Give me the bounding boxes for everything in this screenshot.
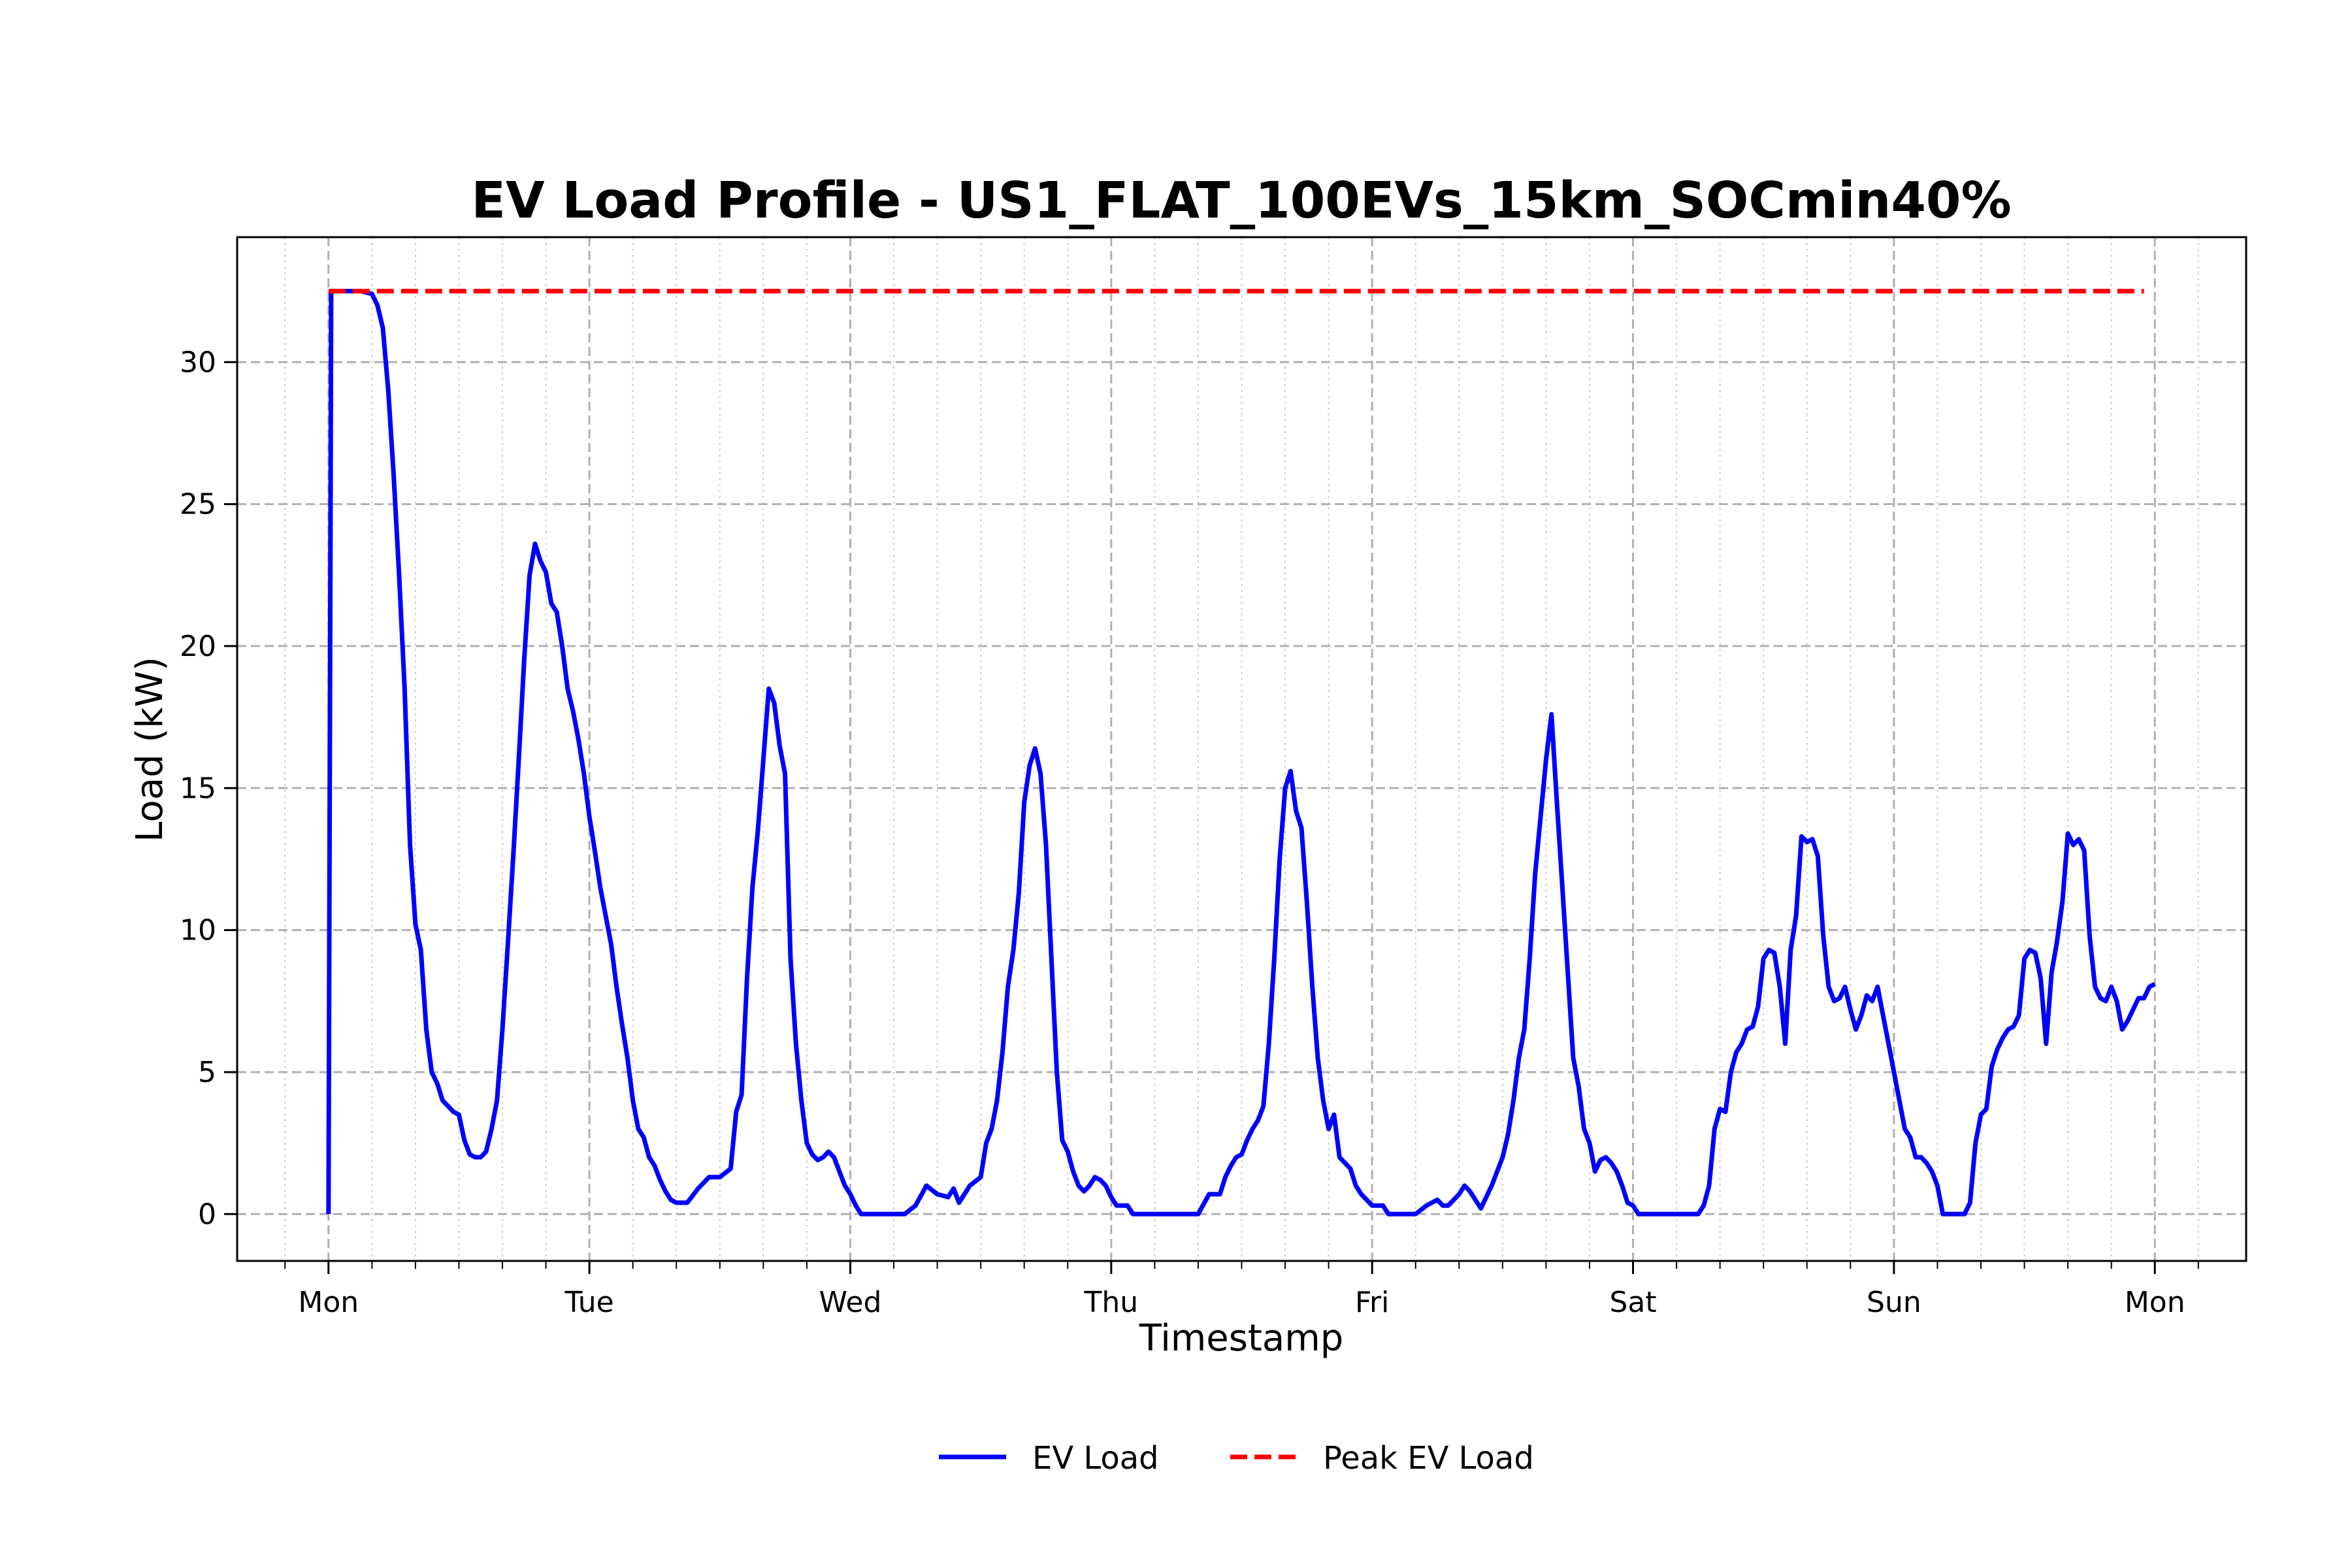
x-axis-label: Timestamp: [1139, 1317, 1344, 1360]
x-tick-label: Sat: [1609, 1286, 1656, 1319]
y-tick-label: 20: [180, 630, 216, 663]
x-tick-label: Fri: [1355, 1286, 1389, 1319]
x-tick-label: Wed: [819, 1286, 882, 1319]
y-tick-label: 30: [180, 346, 216, 379]
legend: EV Load Peak EV Load: [939, 1440, 1534, 1477]
axis-ticks: Mon Tue Wed Thu Fri Sat Sun Mon 0 5 10 15 20 25 30: [180, 346, 2199, 1319]
x-tick-label: Thu: [1083, 1286, 1138, 1319]
legend-label-ev-load: EV Load: [1032, 1440, 1159, 1477]
x-tick-label: Sun: [1867, 1286, 1921, 1319]
y-tick-label: 0: [198, 1198, 216, 1231]
x-tick-label: Mon: [2125, 1286, 2185, 1319]
y-tick-label: 15: [180, 772, 216, 805]
ev-load-line: [326, 289, 2156, 1217]
y-axis-label: Load (kW): [129, 657, 171, 842]
y-tick-label: 5: [198, 1056, 216, 1089]
plot-series: [326, 289, 2156, 1217]
legend-label-peak-ev-load: Peak EV Load: [1323, 1440, 1534, 1477]
y-tick-label: 10: [180, 914, 216, 947]
chart-title: EV Load Profile - US1_FLAT_100EVs_15km_S…: [471, 172, 2011, 230]
x-tick-label: Mon: [298, 1286, 359, 1319]
x-tick-label: Tue: [564, 1286, 614, 1319]
y-tick-label: 25: [180, 488, 216, 521]
